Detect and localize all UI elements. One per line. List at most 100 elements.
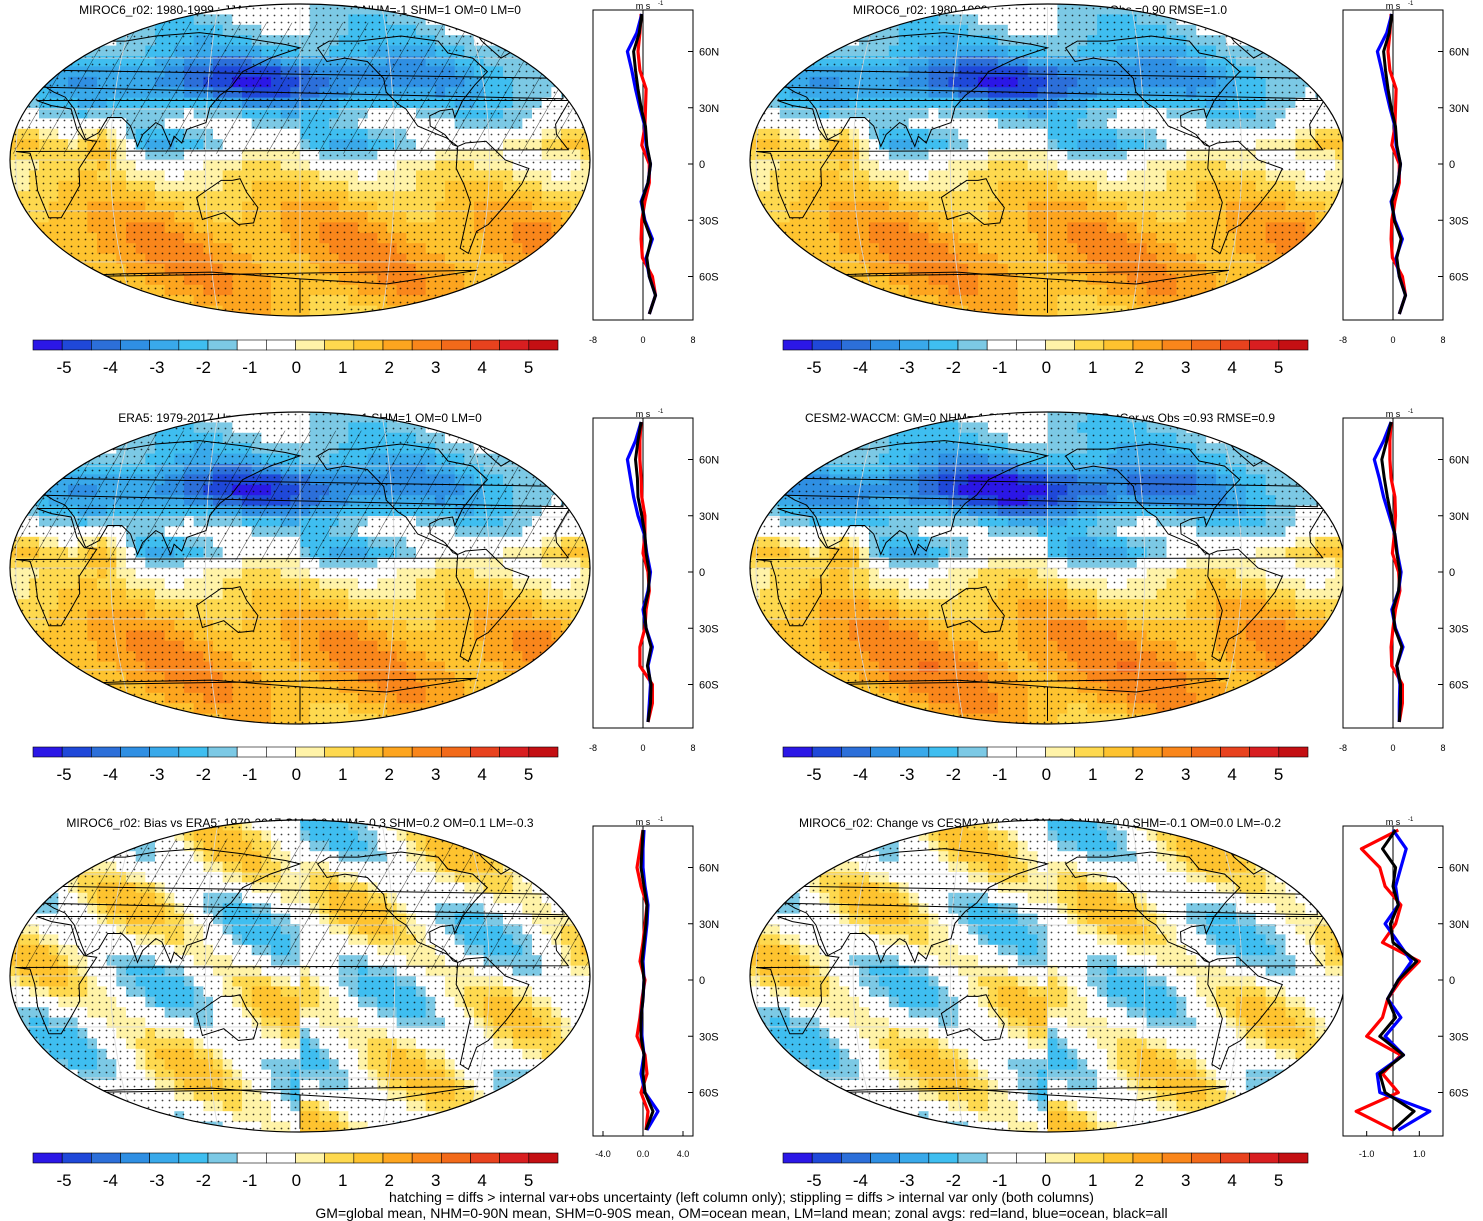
map-cell xyxy=(29,474,40,486)
map-cell xyxy=(77,24,88,36)
profile-lat-label: 60S xyxy=(699,272,719,284)
map-cell xyxy=(1285,56,1297,67)
map-cell xyxy=(1305,14,1316,26)
map-cell xyxy=(1285,295,1297,307)
map-cell xyxy=(1285,274,1297,286)
map-cell xyxy=(522,432,533,444)
map-cell xyxy=(77,305,88,316)
colorbar-swatch xyxy=(32,339,63,351)
map-cell xyxy=(1285,24,1297,36)
map-cell xyxy=(1265,14,1277,26)
map-cell xyxy=(1255,295,1267,307)
map-cell xyxy=(48,4,59,15)
map-cell xyxy=(759,4,771,15)
map-cell xyxy=(1295,264,1306,275)
map-cell xyxy=(522,295,533,307)
map-cell xyxy=(561,432,572,444)
map-cell xyxy=(789,253,801,265)
map-cell xyxy=(819,4,830,15)
map-cell xyxy=(58,14,69,26)
map-cell xyxy=(522,453,533,465)
map-cell xyxy=(580,284,590,296)
map-cell xyxy=(445,422,456,434)
map-cell xyxy=(445,14,456,26)
map-cell xyxy=(77,412,88,423)
map-cell xyxy=(779,305,791,316)
map-cell xyxy=(1315,284,1326,296)
map-cell xyxy=(87,24,98,36)
map-cell xyxy=(87,422,98,434)
map-cell xyxy=(19,66,30,78)
map-cell xyxy=(503,412,514,423)
map-cell xyxy=(570,464,581,475)
map-cell xyxy=(541,24,552,36)
map-cell xyxy=(561,422,572,434)
map-cell xyxy=(58,284,69,296)
colorbar-tick-label: 2 xyxy=(384,358,393,377)
map-cell xyxy=(561,45,572,57)
map-cell xyxy=(570,4,581,15)
map-cell xyxy=(570,35,581,47)
profile-x-label: -8 xyxy=(589,335,597,345)
map-cell xyxy=(570,453,581,465)
map-cell xyxy=(97,412,108,423)
map-cell xyxy=(570,45,581,57)
map-cell xyxy=(1325,253,1336,265)
map-cell xyxy=(39,45,50,57)
map-cell xyxy=(750,66,761,78)
map-cell xyxy=(48,284,59,296)
coastline xyxy=(196,178,259,226)
map-cell xyxy=(750,295,761,307)
map-cell xyxy=(799,305,811,316)
map-cell xyxy=(849,305,860,316)
map-cell xyxy=(106,305,117,316)
map-cell xyxy=(406,412,417,423)
map-cell xyxy=(1216,4,1227,15)
map-cell xyxy=(19,422,30,434)
map-cell xyxy=(39,474,50,486)
map-cell xyxy=(68,305,79,316)
map-panel-2 xyxy=(749,3,1346,317)
profile-x-label: 0 xyxy=(1390,335,1395,345)
map-cell xyxy=(1156,305,1168,316)
map-cell xyxy=(77,14,88,26)
map-cell xyxy=(29,412,40,423)
map-cell xyxy=(58,274,69,286)
map-cell xyxy=(1255,274,1267,286)
map-cell xyxy=(541,295,552,307)
map-cell xyxy=(1305,243,1316,255)
map-cell xyxy=(445,412,456,423)
map-cell xyxy=(503,4,514,15)
map-cell xyxy=(503,422,514,434)
map-cell xyxy=(779,14,791,26)
map-cell xyxy=(1325,264,1336,275)
map-cell xyxy=(39,412,50,423)
colorbar-swatch xyxy=(1249,339,1280,351)
map-cell xyxy=(68,295,79,307)
map-cell xyxy=(779,24,791,36)
coastline xyxy=(37,269,477,313)
map-cell xyxy=(1325,295,1336,307)
map-cell xyxy=(454,14,465,26)
map-cell xyxy=(759,24,771,36)
graticule-lon xyxy=(949,7,964,313)
map-cell xyxy=(106,14,117,26)
map-cell xyxy=(532,56,543,67)
map-cell xyxy=(68,284,79,296)
map-cell xyxy=(859,4,870,15)
map-cell xyxy=(483,284,494,296)
map-cell xyxy=(789,274,801,286)
map-cell xyxy=(799,45,811,57)
map-cell xyxy=(819,305,830,316)
colorbar-tick-label: -5 xyxy=(806,358,821,377)
map-cell xyxy=(1275,284,1287,296)
map-cell xyxy=(570,484,581,496)
map-cell xyxy=(1315,35,1326,47)
colorbar-swatch xyxy=(120,339,150,351)
map-cell xyxy=(1295,274,1306,286)
map-cell xyxy=(878,4,890,15)
map-cell xyxy=(1265,284,1277,296)
map-cell xyxy=(829,305,840,316)
colorbar-swatch xyxy=(441,339,471,351)
map-cell xyxy=(48,274,59,286)
